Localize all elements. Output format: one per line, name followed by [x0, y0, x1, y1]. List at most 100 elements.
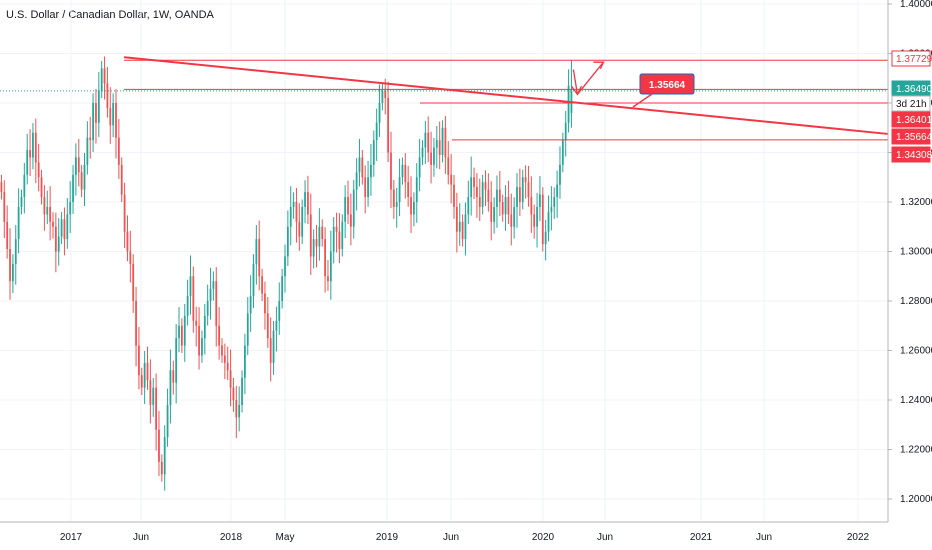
callout-box[interactable] — [639, 73, 695, 95]
candle-body — [57, 236, 60, 252]
candle-body — [9, 249, 11, 282]
candle-body — [92, 103, 94, 141]
candle-body — [281, 276, 284, 301]
candle-body — [123, 194, 126, 232]
candle-body — [29, 150, 31, 158]
drawings[interactable]: 1.35664 — [0, 56, 889, 141]
time-tick-label: 2020 — [532, 532, 555, 543]
price-tag-box — [891, 95, 931, 112]
candle-body — [175, 338, 178, 383]
down-arrow-shaft[interactable] — [572, 69, 579, 95]
candle-body — [421, 147, 424, 158]
price-tag-box — [891, 128, 931, 145]
candle-body — [444, 127, 447, 158]
candle-body — [298, 221, 301, 237]
candle-body — [289, 206, 292, 227]
candle-body — [453, 184, 455, 207]
symbol-title: U.S. Dollar / Canadian Dollar, 1W, OANDA — [6, 9, 214, 21]
candle-body — [95, 103, 97, 123]
candle-body — [358, 157, 361, 173]
candle-body — [63, 219, 66, 240]
candle-body — [26, 150, 29, 175]
candle-body — [372, 140, 375, 165]
candle-body — [324, 239, 327, 277]
price-tag-label: 1.34308 — [896, 150, 932, 161]
candle-body — [49, 206, 52, 222]
candle-body — [533, 214, 536, 227]
candle-body — [473, 177, 475, 188]
price-tick-label: 1.20000 — [900, 494, 932, 505]
up-arrow-head[interactable] — [593, 61, 605, 70]
candle-body — [23, 174, 26, 198]
time-tick-label: 2018 — [220, 532, 243, 543]
candle-body — [286, 226, 289, 257]
candle-body — [550, 206, 553, 212]
candle-body — [338, 231, 341, 250]
candle-body — [149, 380, 152, 405]
candle-body — [226, 362, 229, 371]
candle-body — [115, 103, 117, 138]
candle-body — [467, 197, 470, 215]
candle-body — [498, 189, 501, 202]
candle-body — [352, 189, 355, 227]
callout-pointer — [632, 93, 653, 108]
price-tag-box — [891, 111, 931, 128]
candle-body — [195, 320, 198, 326]
candle-body — [138, 345, 140, 376]
candle-body — [541, 194, 544, 245]
time-tick-label: Jun — [133, 532, 149, 543]
candle-body — [201, 338, 203, 356]
candle-body — [32, 132, 34, 158]
candle-body — [86, 137, 89, 165]
candle-body — [155, 387, 158, 430]
candle-body — [318, 226, 321, 247]
candle-body — [398, 177, 401, 202]
candle-body — [430, 152, 432, 165]
price-tick-label: 1.26000 — [900, 346, 932, 357]
candle-body — [11, 263, 14, 282]
candle-body — [203, 315, 206, 339]
candle-body — [544, 231, 547, 245]
candle-body — [232, 387, 235, 400]
candle-body — [20, 197, 23, 207]
candle-body — [261, 276, 263, 294]
candle-body — [435, 140, 438, 148]
candle-body — [415, 177, 418, 202]
candle-body — [221, 345, 223, 356]
candle-body — [83, 164, 86, 190]
candle-body — [14, 239, 17, 264]
candle-body — [424, 132, 427, 148]
candle-body — [284, 256, 286, 277]
candle-body — [243, 345, 246, 378]
up-arrow-shaft[interactable] — [576, 61, 604, 95]
candle-body — [478, 197, 481, 207]
candle-body — [504, 197, 507, 215]
candle-body — [223, 355, 226, 363]
candle-body — [355, 172, 358, 190]
time-tick-label: 2019 — [376, 532, 399, 543]
candle-body — [212, 281, 215, 289]
candle-body — [559, 164, 561, 185]
candle-body — [476, 187, 478, 198]
candle-body — [539, 194, 541, 207]
candle-body — [241, 377, 243, 405]
price-tick-label: 1.28000 — [900, 296, 932, 307]
candle-body — [487, 189, 490, 202]
candle-body — [392, 189, 395, 207]
candle-body — [80, 172, 83, 190]
callout-label: 1.35664 — [649, 80, 686, 91]
candle-body — [169, 370, 172, 405]
candle-body — [135, 301, 137, 346]
candle-body — [3, 192, 6, 222]
candle-body — [347, 197, 349, 215]
candle-body — [304, 192, 306, 207]
candle-body — [158, 429, 160, 462]
price-tick-label: 1.22000 — [900, 445, 932, 456]
candle-body — [97, 90, 100, 123]
candle-body — [69, 202, 72, 215]
candle-body — [178, 325, 180, 339]
candle-body — [292, 202, 295, 207]
candle-body — [370, 164, 372, 178]
trend-line[interactable] — [123, 56, 889, 135]
